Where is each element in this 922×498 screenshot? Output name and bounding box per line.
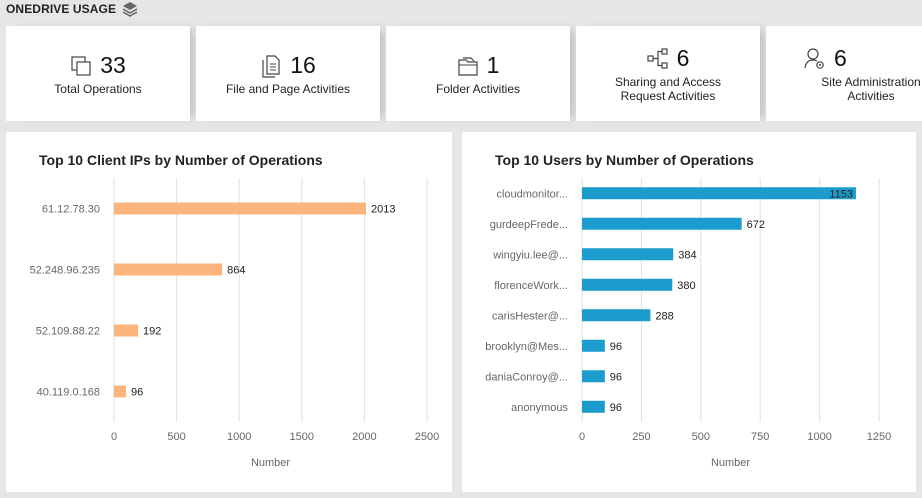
card-value: 16 — [290, 52, 316, 78]
y-category-label: wingyiu.lee@... — [492, 249, 568, 261]
users-bar-chart: 0 250 500 750 1000 1250 Number cloudmonitor... 1… — [485, 178, 891, 469]
y-category-label: cloudmonitor... — [496, 188, 568, 200]
client-ips-chart-panel: Top 10 Client IPs by Number of Operation… — [6, 132, 452, 492]
x-tick-label: 1500 — [290, 431, 314, 443]
card-folder-activities[interactable]: 1 Folder Activities — [386, 26, 570, 121]
bar-value-label: 2013 — [371, 204, 395, 216]
x-tick-label: 1250 — [867, 431, 891, 443]
card-label: Total Operations — [54, 81, 142, 96]
x-tick-label: 1000 — [807, 431, 831, 443]
x-axis-label: Number — [251, 457, 290, 469]
bar[interactable] — [582, 278, 673, 291]
x-tick-label: 2000 — [352, 431, 376, 443]
bar-value-label: 96 — [131, 387, 143, 399]
card-sharing-access-activities[interactable]: 6 Sharing and Access Request Activities — [576, 26, 760, 121]
card-file-page-activities[interactable]: 16 File and Page Activities — [196, 26, 380, 121]
section-header: ONEDRIVE USAGE — [6, 0, 138, 18]
bar-value-label: 384 — [678, 249, 696, 261]
y-category-label: brooklyn@Mes... — [485, 341, 568, 353]
client-ips-bar-chart: 0 500 1000 1500 2000 2500 Number 61.12.78.30 201… — [30, 178, 439, 469]
x-tick-label: 250 — [632, 431, 650, 443]
x-tick-label: 750 — [751, 431, 769, 443]
bar-value-label: 96 — [610, 341, 622, 353]
bar-value-label: 96 — [610, 371, 622, 383]
bar-value-label: 864 — [227, 265, 245, 277]
y-category-label: anonymous — [511, 402, 568, 414]
bar[interactable] — [582, 217, 742, 230]
card-label: Site Administration Activities — [821, 74, 921, 103]
summary-cards: 33 Total Operations 16 File and Page Act… — [6, 26, 922, 121]
users-chart-panel: Top 10 Users by Number of Operations 0 25… — [462, 132, 916, 492]
bar-value-label: 672 — [747, 219, 765, 231]
share-icon — [646, 47, 668, 69]
card-label: File and Page Activities — [225, 81, 351, 96]
folder-icon — [457, 56, 478, 76]
bar[interactable] — [114, 263, 223, 276]
bar[interactable] — [582, 309, 651, 322]
x-tick-label: 0 — [579, 431, 585, 443]
bar-value-label: 192 — [143, 326, 161, 338]
chart-title: Top 10 Users by Number of Operations — [495, 152, 754, 168]
y-category-label: 52.109.88.22 — [36, 326, 100, 338]
y-category-label: 52.248.96.235 — [30, 265, 100, 277]
y-category-label: gurdeepFrede... — [490, 219, 568, 231]
bar[interactable] — [582, 370, 605, 383]
bar[interactable] — [582, 339, 605, 352]
x-tick-label: 0 — [111, 431, 117, 443]
card-value: 6 — [834, 45, 847, 71]
user-settings-icon — [804, 47, 824, 69]
card-value: 1 — [486, 52, 500, 78]
y-category-label: 61.12.78.30 — [42, 204, 100, 216]
layers-icon — [122, 2, 138, 17]
card-value: 6 — [676, 45, 690, 71]
x-tick-label: 500 — [692, 431, 710, 443]
file-icon — [262, 54, 280, 78]
card-label: Sharing and Access Request Activities — [614, 74, 722, 103]
y-category-label: daniaConroy@... — [485, 371, 568, 383]
y-category-label: carisHester@... — [492, 310, 568, 322]
bar[interactable] — [582, 248, 674, 261]
x-tick-label: 2500 — [415, 431, 439, 443]
y-category-label: florenceWork... — [494, 280, 568, 292]
card-site-administration-activities[interactable]: 6 Site Administration Activities — [766, 26, 922, 121]
card-label: Folder Activities — [435, 81, 521, 96]
copy-icon — [71, 55, 91, 76]
x-tick-label: 1000 — [227, 431, 251, 443]
bar[interactable] — [114, 202, 367, 215]
bar[interactable] — [114, 324, 139, 337]
bar-value-label: 96 — [610, 402, 622, 414]
card-total-operations[interactable]: 33 Total Operations — [6, 26, 190, 121]
bar[interactable] — [582, 400, 605, 413]
card-value: 33 — [100, 52, 126, 78]
bar[interactable] — [582, 187, 856, 200]
x-tick-label: 500 — [167, 431, 185, 443]
x-axis-label: Number — [711, 457, 750, 469]
bar-value-label: 288 — [655, 310, 673, 322]
bar-value-label: 380 — [677, 280, 695, 292]
bar-value-label: 1153 — [829, 188, 853, 200]
section-title: ONEDRIVE USAGE — [6, 2, 117, 16]
y-category-label: 40.119.0.168 — [37, 387, 100, 399]
chart-title: Top 10 Client IPs by Number of Operation… — [39, 152, 323, 168]
bar[interactable] — [114, 385, 127, 398]
